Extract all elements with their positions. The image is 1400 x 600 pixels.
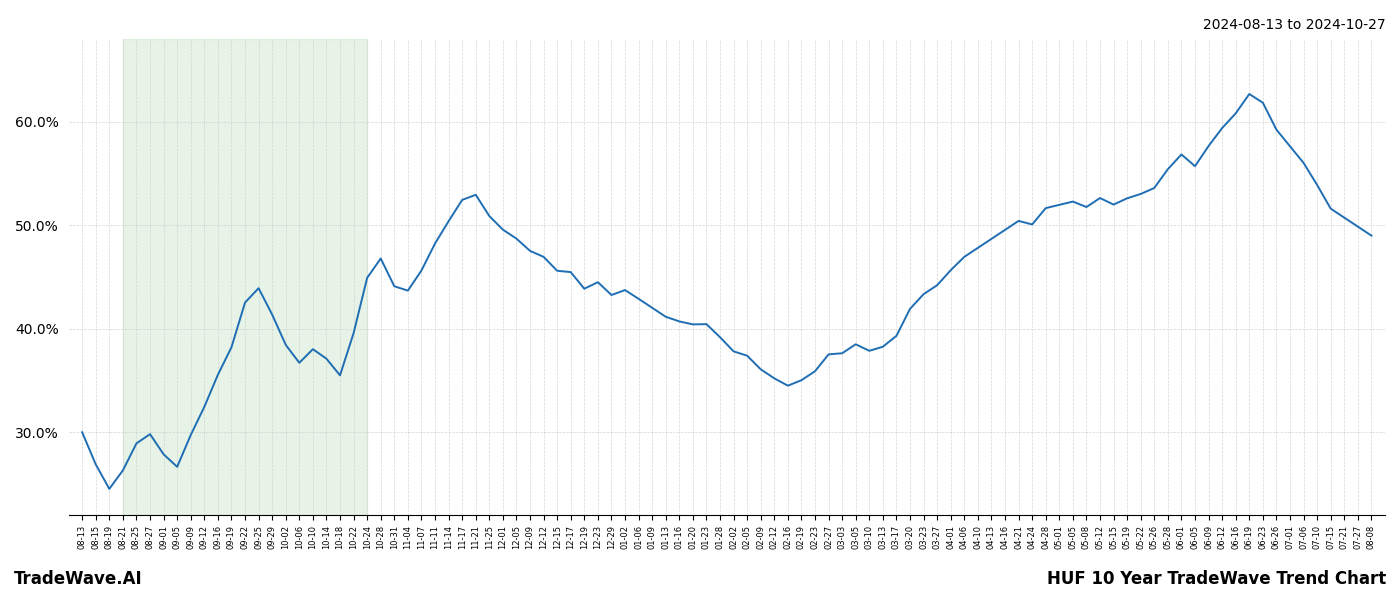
Text: TradeWave.AI: TradeWave.AI bbox=[14, 570, 143, 588]
Text: HUF 10 Year TradeWave Trend Chart: HUF 10 Year TradeWave Trend Chart bbox=[1047, 570, 1386, 588]
Text: 2024-08-13 to 2024-10-27: 2024-08-13 to 2024-10-27 bbox=[1204, 18, 1386, 32]
Bar bbox=[123, 39, 367, 515]
